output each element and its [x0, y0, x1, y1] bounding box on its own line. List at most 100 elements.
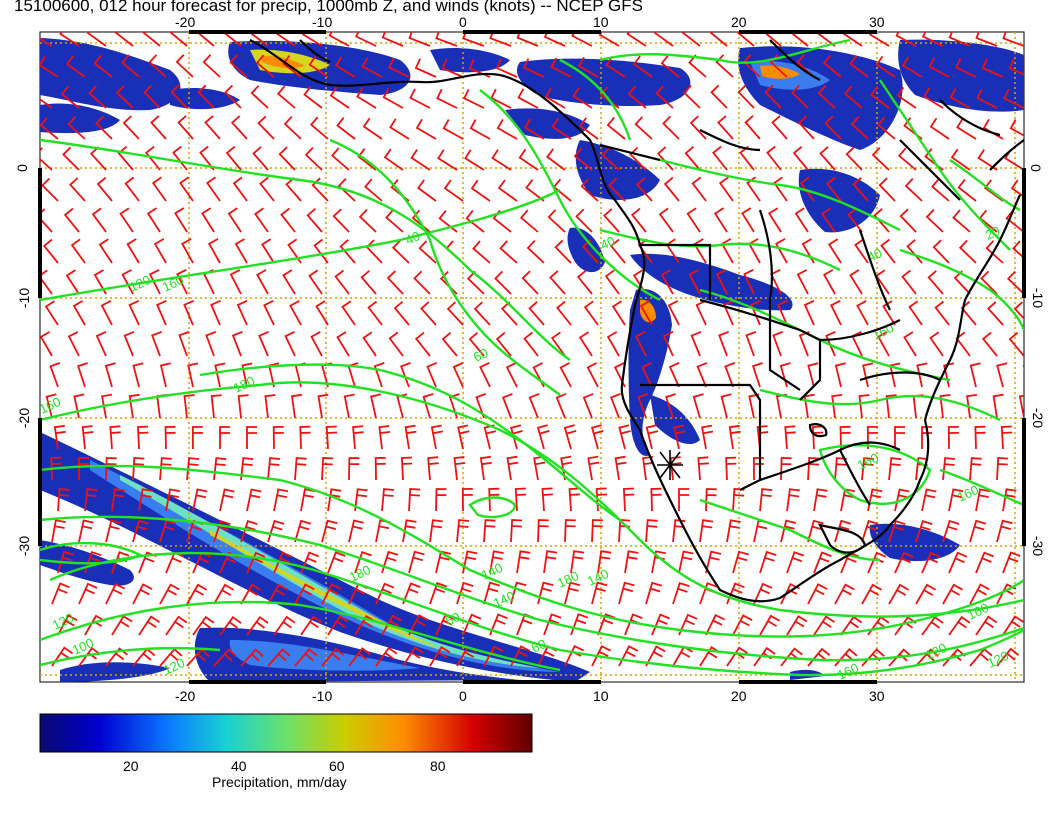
- wind-barb: [575, 208, 593, 233]
- wind-barb: [580, 178, 599, 202]
- wind-barb: [317, 393, 329, 419]
- wind-barb: [255, 54, 275, 78]
- wind-barb: [543, 32, 566, 47]
- wind-barb: [381, 614, 402, 636]
- wind-barb: [230, 115, 248, 140]
- wind-barb: [489, 613, 508, 636]
- wind-barb: [381, 32, 404, 47]
- wind-barb: [284, 330, 296, 357]
- wind-barb: [325, 425, 338, 450]
- wind-barb: [743, 268, 755, 295]
- wind-barb: [549, 270, 566, 295]
- wind-barb: [750, 299, 761, 326]
- wind-barb: [977, 149, 998, 171]
- wind-barb: [479, 361, 491, 388]
- wind-barb: [300, 615, 323, 636]
- wind-barb: [915, 648, 939, 667]
- wind-barb: [772, 331, 784, 357]
- wind-barb: [273, 488, 289, 512]
- wind-barb: [927, 270, 944, 295]
- wind-barb: [111, 488, 126, 512]
- wind-barb: [389, 118, 410, 140]
- wind-barb: [735, 32, 755, 47]
- wind-barb: [206, 176, 221, 202]
- wind-barb: [528, 301, 545, 326]
- wind-barb: [78, 519, 94, 543]
- wind-barb: [663, 176, 680, 202]
- wind-barb: [897, 147, 917, 171]
- contour-label: 160: [835, 660, 861, 683]
- wind-barb: [128, 299, 140, 326]
- wind-barb: [690, 331, 702, 357]
- wind-barb: [777, 299, 788, 326]
- wind-barb: [494, 270, 512, 295]
- wind-barb: [348, 647, 371, 667]
- wind-barb: [59, 32, 80, 47]
- wind-barb: [773, 176, 788, 202]
- wind-barb: [803, 299, 815, 326]
- wind-barb: [916, 362, 928, 388]
- top-lon-label: 0: [459, 14, 467, 30]
- wind-barb: [692, 393, 704, 419]
- wind-barb: [817, 85, 836, 109]
- wind-barb: [587, 455, 600, 481]
- wind-barb: [153, 238, 167, 264]
- wind-barb: [119, 207, 134, 233]
- wind-barb: [618, 424, 631, 450]
- wind-barb: [922, 87, 944, 109]
- wind-barb: [105, 457, 117, 481]
- wind-barb: [570, 550, 585, 574]
- wind-barb: [807, 583, 828, 605]
- wind-barb: [294, 647, 318, 667]
- wind-barb: [329, 86, 350, 109]
- wind-barb: [483, 581, 500, 605]
- top-lon-label: 10: [593, 14, 609, 30]
- wind-barb: [181, 238, 194, 264]
- right-lat-label: -20: [1030, 407, 1047, 429]
- wind-barb: [847, 207, 863, 233]
- wind-barb: [178, 331, 190, 357]
- wind-barb: [992, 393, 1004, 419]
- wind-barb: [576, 269, 593, 295]
- wind-barb: [1010, 179, 1024, 198]
- wind-barb: [759, 614, 781, 636]
- wind-barb: [811, 425, 824, 450]
- wind-barb: [435, 32, 458, 47]
- contour-label: 40: [403, 228, 422, 248]
- wind-barb: [1008, 58, 1024, 76]
- wind-barb: [500, 301, 518, 326]
- wind-barb: [396, 393, 408, 419]
- wind-barb: [49, 362, 61, 388]
- wind-barb: [358, 208, 377, 233]
- wind-barb: [1012, 240, 1024, 259]
- wind-barb: [72, 300, 86, 326]
- wind-barb: [586, 362, 599, 388]
- wind-barb: [256, 269, 269, 295]
- wind-barb: [822, 269, 836, 295]
- wind-barb: [550, 57, 572, 78]
- wind-barb: [868, 32, 890, 47]
- wind-barb: [564, 519, 576, 543]
- wind-barb: [408, 32, 431, 47]
- wind-barb: [225, 145, 242, 171]
- wind-barb: [686, 207, 701, 233]
- wind-barb: [370, 393, 382, 419]
- wind-barb: [678, 488, 689, 511]
- wind-barb: [523, 331, 539, 357]
- wind-barb: [276, 85, 296, 109]
- wind-barb: [246, 551, 266, 574]
- wind-barb: [93, 54, 113, 78]
- wind-barb: [948, 615, 971, 636]
- wind-barb: [343, 393, 355, 419]
- wind-barb: [168, 32, 188, 47]
- wind-barb: [931, 178, 950, 202]
- right-lat-label: -30: [1030, 535, 1047, 557]
- wind-barb: [417, 179, 437, 202]
- wind-barb: [610, 393, 621, 419]
- wind-barb: [551, 118, 572, 140]
- wind-barb: [360, 270, 377, 295]
- wind-barb: [95, 330, 107, 357]
- wind-barb: [240, 519, 258, 543]
- wind-barb: [462, 89, 485, 109]
